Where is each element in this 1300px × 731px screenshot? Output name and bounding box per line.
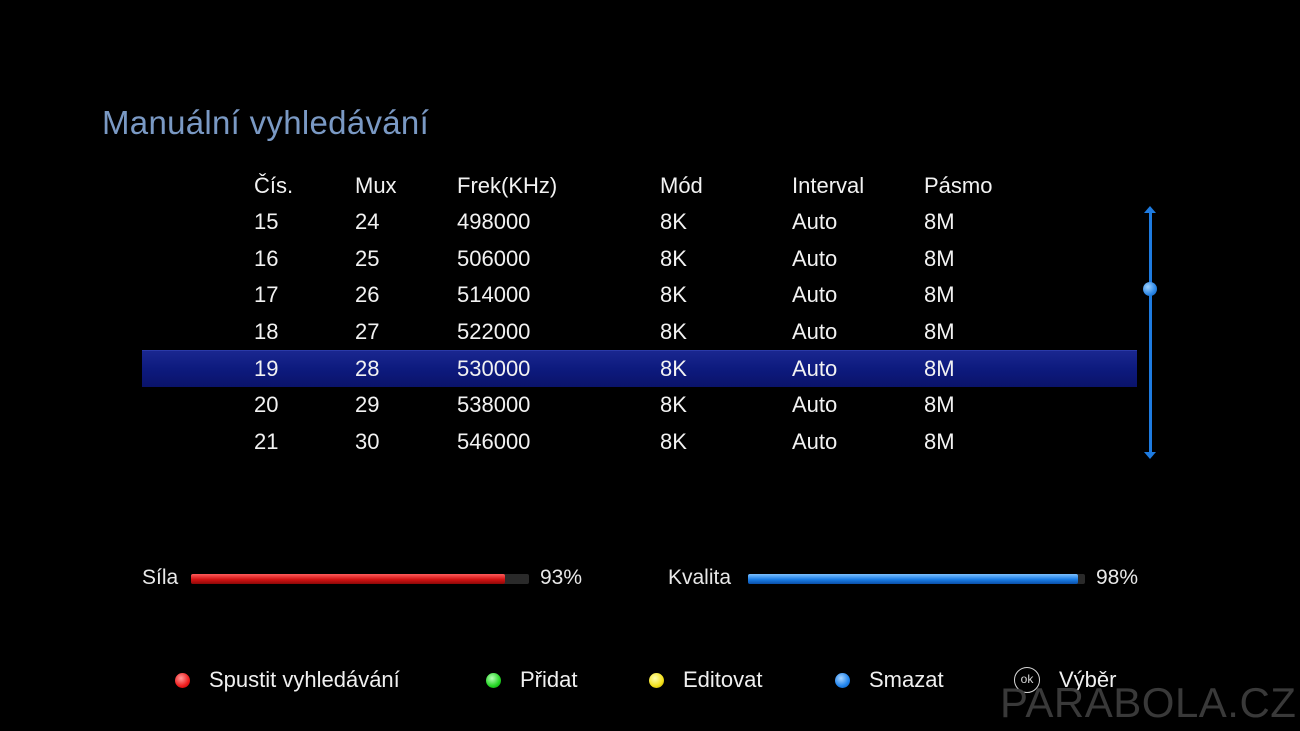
cell-bandwidth: 8M [924, 246, 955, 271]
table-row-selected[interactable]: 19 28 530000 8K Auto 8M [142, 350, 1137, 387]
cell-frequency: 522000 [457, 319, 531, 344]
cell-interval: Auto [792, 356, 838, 381]
scrollbar-thumb[interactable] [1143, 282, 1157, 296]
table-row[interactable]: 17 26 514000 8K Auto 8M [142, 277, 1137, 313]
cell-mux: 29 [355, 392, 380, 417]
cell-mux: 24 [355, 209, 380, 234]
cell-number: 16 [254, 246, 279, 271]
quality-meter-fill [748, 574, 1079, 584]
blue-button-icon [835, 673, 850, 688]
cell-mux: 26 [355, 282, 380, 307]
cell-mode: 8K [660, 429, 687, 454]
cell-mode: 8K [660, 356, 687, 381]
cell-bandwidth: 8M [924, 429, 955, 454]
start-scan-label: Spustit vyhledávání [209, 667, 400, 692]
cell-mux: 28 [355, 356, 380, 381]
cell-mode: 8K [660, 392, 687, 417]
strength-meter [191, 574, 529, 584]
add-label: Přidat [520, 667, 578, 692]
cell-frequency: 514000 [457, 282, 531, 307]
cell-mode: 8K [660, 319, 687, 344]
cell-mux: 30 [355, 429, 380, 454]
cell-bandwidth: 8M [924, 392, 955, 417]
delete-label: Smazat [869, 667, 944, 692]
table-row[interactable]: 21 30 546000 8K Auto 8M [142, 424, 1137, 460]
table-header: Čís. Mux Frek(KHz) Mód Interval Pásmo [142, 168, 1137, 204]
column-header-interval: Interval [792, 173, 865, 198]
yellow-button-icon [649, 673, 664, 688]
table-row[interactable]: 18 27 522000 8K Auto 8M [142, 314, 1137, 350]
cell-frequency: 530000 [457, 356, 531, 381]
quality-label: Kvalita [668, 566, 732, 589]
cell-interval: Auto [792, 246, 838, 271]
cell-interval: Auto [792, 282, 838, 307]
cell-number: 20 [254, 392, 279, 417]
cell-mode: 8K [660, 209, 687, 234]
cell-interval: Auto [792, 392, 838, 417]
table-row[interactable]: 16 25 506000 8K Auto 8M [142, 241, 1137, 277]
column-header-bandwidth: Pásmo [924, 173, 993, 198]
cell-bandwidth: 8M [924, 282, 955, 307]
watermark-text: PARABOLA.CZ [1000, 679, 1297, 726]
cell-bandwidth: 8M [924, 319, 955, 344]
cell-frequency: 506000 [457, 246, 531, 271]
select-label: Výběr [1059, 667, 1117, 692]
cell-interval: Auto [792, 209, 838, 234]
cell-mux: 27 [355, 319, 380, 344]
scrollbar-track[interactable] [1149, 212, 1152, 455]
cell-number: 19 [254, 356, 279, 381]
scroll-down-arrow-icon[interactable] [1144, 452, 1156, 459]
page-title: Manuální vyhledávání [102, 104, 430, 141]
table-row[interactable]: 15 24 498000 8K Auto 8M [142, 204, 1137, 240]
cell-mux: 25 [355, 246, 380, 271]
edit-label: Editovat [683, 667, 763, 692]
cell-number: 15 [254, 209, 279, 234]
scroll-up-arrow-icon[interactable] [1144, 206, 1156, 213]
cell-number: 17 [254, 282, 279, 307]
quality-meter [748, 574, 1085, 584]
quality-value: 98% [1096, 566, 1139, 589]
strength-value: 93% [540, 566, 583, 589]
strength-meter-fill [191, 574, 506, 584]
cell-frequency: 538000 [457, 392, 531, 417]
column-header-mode: Mód [660, 173, 703, 198]
red-button-icon [175, 673, 190, 688]
cell-frequency: 546000 [457, 429, 531, 454]
cell-bandwidth: 8M [924, 209, 955, 234]
cell-number: 18 [254, 319, 279, 344]
cell-bandwidth: 8M [924, 356, 955, 381]
green-button-icon [486, 673, 501, 688]
ok-button-icon[interactable]: ok [1014, 667, 1040, 693]
column-header-frequency: Frek(KHz) [457, 173, 558, 198]
column-header-number: Čís. [254, 173, 294, 198]
cell-interval: Auto [792, 429, 838, 454]
cell-mode: 8K [660, 282, 687, 307]
cell-mode: 8K [660, 246, 687, 271]
cell-interval: Auto [792, 319, 838, 344]
cell-number: 21 [254, 429, 279, 454]
table-row[interactable]: 20 29 538000 8K Auto 8M [142, 387, 1137, 423]
column-header-mux: Mux [355, 173, 397, 198]
cell-frequency: 498000 [457, 209, 531, 234]
strength-label: Síla [142, 566, 179, 589]
